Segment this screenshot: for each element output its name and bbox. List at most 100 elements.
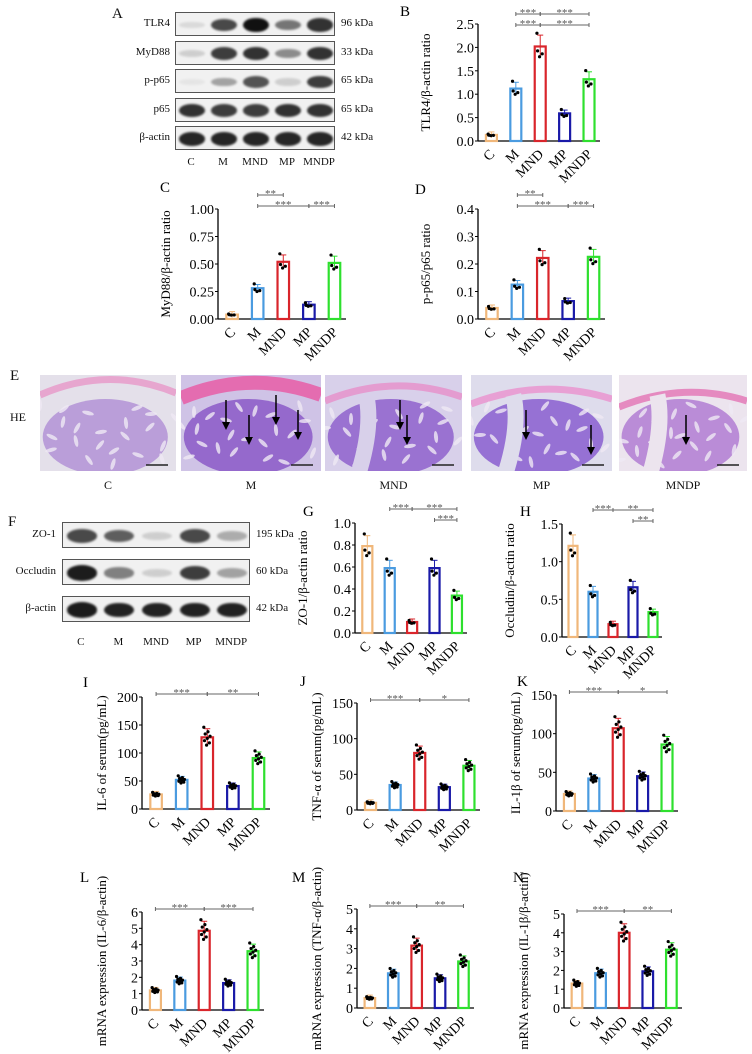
bar-mndp (664, 948, 678, 1010)
blot-band (141, 569, 173, 577)
blot-band (275, 78, 301, 86)
x-tick-label: C (222, 325, 239, 342)
y-axis-label: IL-6 of serum(pg/mL) (94, 695, 109, 811)
significance-label: *** (385, 899, 402, 911)
bar-mnd (617, 931, 631, 1010)
x-tick-label: C (567, 1014, 584, 1031)
y-tick-label: 0.2 (457, 258, 475, 273)
y-axis-label: MyD88/β-actin ratio (158, 210, 173, 317)
y-tick-label: 50 (538, 766, 552, 781)
blot-band (179, 602, 210, 618)
blot-band (104, 529, 135, 543)
y-tick-label: 200 (117, 691, 138, 706)
blot-band (66, 602, 97, 618)
y-tick-label: 50 (339, 768, 353, 783)
y-tick-label: 100 (332, 733, 353, 748)
significance-label: ** (265, 188, 276, 200)
blot-band (104, 567, 135, 579)
y-tick-label: 0.6 (334, 561, 352, 576)
blot-lane-label: MNDP (215, 636, 248, 648)
bar-m (587, 590, 599, 639)
y-tick-label: 3 (553, 946, 560, 961)
blot-band (217, 568, 248, 578)
bar-mndp (327, 261, 342, 321)
y-tick-label: 0.4 (457, 203, 475, 218)
panel-label-j: J (300, 674, 306, 690)
x-tick-label: C (481, 147, 498, 164)
blot-kda-label: 60 kDa (256, 565, 289, 577)
blot-strip (175, 69, 335, 93)
blot-band (275, 19, 301, 31)
y-tick-label: 5 (131, 922, 138, 937)
he-image-mp (471, 375, 612, 471)
significance-label: *** (172, 902, 189, 914)
y-tick-label: 0.50 (190, 258, 215, 273)
panel-label-b: B (400, 4, 410, 20)
y-tick-label: 0.00 (190, 313, 215, 328)
y-tick-label: 2.0 (457, 41, 475, 56)
y-tick-label: 0.5 (541, 593, 559, 608)
significance-label: *** (437, 513, 454, 525)
blot-kda-label: 42 kDa (256, 602, 289, 614)
blot-kda-label: 42 kDa (341, 131, 374, 143)
y-axis-label: mRNA expression (IL-1β/β-actin) (516, 872, 531, 1049)
x-tick-label: MND (256, 325, 290, 359)
blot-band (307, 46, 333, 61)
significance-label: *** (592, 904, 609, 916)
y-tick-label: 1.0 (457, 88, 475, 103)
bar-mnd (413, 751, 427, 812)
blot-band (307, 132, 333, 146)
blot-band (211, 47, 237, 60)
significance-label: *** (520, 18, 537, 30)
significance-label: ** (227, 687, 238, 699)
significance-label: *** (220, 902, 237, 914)
y-tick-label: 0.4 (334, 583, 352, 598)
blot-band (211, 18, 237, 32)
x-tick-label: C (357, 639, 374, 656)
blot-band (275, 132, 301, 146)
significance-label: *** (173, 687, 190, 699)
he-image-label: MND (379, 478, 408, 492)
blot-row-label: p-p65 (144, 74, 170, 86)
y-tick-label: 2 (553, 964, 560, 979)
x-tick-label: C (146, 815, 163, 832)
blot-strip (175, 12, 335, 36)
significance-label: ** (642, 904, 653, 916)
blot-row-label: MyD88 (135, 45, 170, 58)
x-tick-label: C (482, 325, 499, 342)
panel-label-g: G (303, 504, 314, 520)
x-tick-label: C (360, 816, 377, 833)
blot-band (217, 602, 248, 618)
y-tick-label: 0.5 (457, 112, 475, 127)
x-tick-label: C (563, 643, 580, 660)
panel-label-c: C (160, 180, 170, 196)
he-image-m (181, 375, 321, 471)
blot-band (275, 103, 301, 118)
bar-mndp (586, 255, 601, 321)
bar-mnd (200, 736, 215, 811)
blot-band (211, 132, 237, 146)
y-axis-label: mRNA expression (TNF-α/β-actin) (309, 867, 324, 1050)
bar-mndp (251, 756, 266, 811)
bar-mp (627, 586, 639, 639)
blot-lane-label: C (187, 156, 195, 168)
y-tick-label: 1 (553, 983, 560, 998)
y-axis-label: ZO-1/β-actin ratio (295, 530, 310, 625)
y-tick-label: 1.0 (541, 556, 559, 571)
blot-strip (62, 522, 250, 548)
blot-band (66, 529, 97, 543)
x-tick-label: MND (390, 1014, 424, 1048)
y-axis-label: TNF-α of serum(pg/mL) (309, 692, 324, 820)
y-tick-label: 0 (545, 805, 552, 820)
panel-label-i: I (83, 675, 88, 691)
blot-band (179, 103, 205, 118)
significance-label: *** (275, 199, 292, 211)
blot-band (243, 46, 269, 61)
y-tick-label: 150 (117, 719, 138, 734)
bar-mnd (410, 944, 424, 1010)
y-tick-label: 50 (124, 775, 138, 790)
blot-band (211, 77, 237, 87)
blot-strip (62, 596, 250, 622)
blot-lane-label: C (77, 636, 85, 648)
